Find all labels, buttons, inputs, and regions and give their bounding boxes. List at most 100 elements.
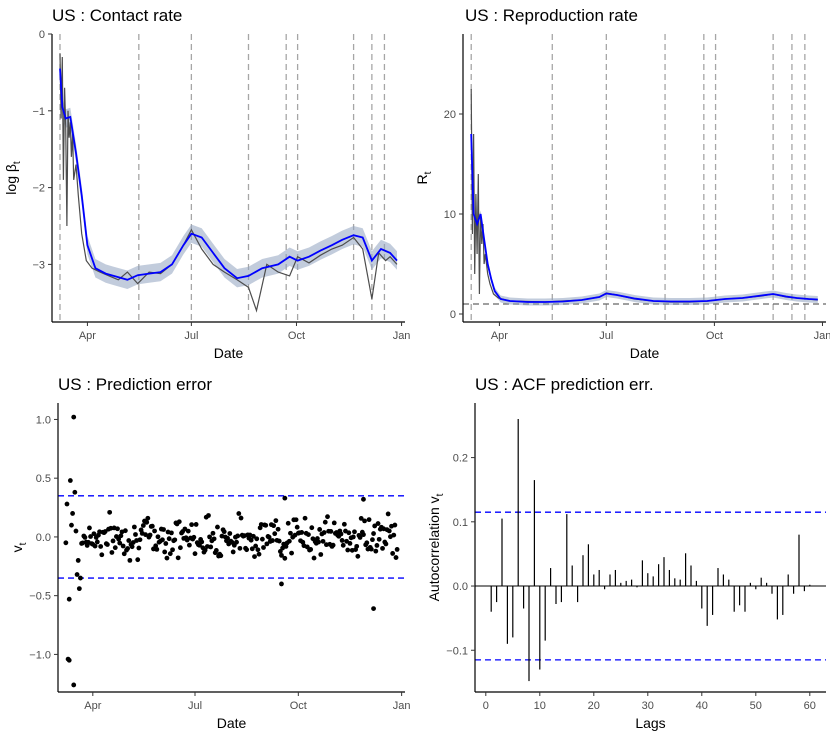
data-point: [164, 555, 170, 561]
data-point: [380, 545, 385, 551]
data-point: [230, 549, 236, 555]
data-point: [238, 515, 244, 521]
data-point: [178, 545, 183, 551]
data-point: [325, 514, 330, 520]
y-tick-label: 0.0: [453, 581, 468, 593]
y-tick-label: 0.2: [453, 453, 468, 465]
data-point: [248, 537, 254, 543]
data-point: [302, 515, 308, 521]
data-point: [143, 532, 148, 538]
data-point: [358, 516, 364, 521]
data-point: [107, 509, 113, 515]
data-point: [264, 541, 270, 547]
data-point: [193, 522, 199, 527]
data-point: [99, 552, 105, 558]
y-tick-label: 0: [450, 309, 456, 321]
y-axis-label-main: log β: [3, 164, 19, 195]
data-point: [385, 511, 391, 517]
data-point: [71, 682, 77, 688]
data-point: [144, 519, 150, 525]
data-point: [117, 540, 123, 546]
data-point: [391, 532, 397, 538]
data-point: [364, 540, 370, 546]
data-point: [375, 521, 381, 526]
data-point: [189, 522, 195, 528]
data-point: [152, 528, 157, 534]
y-axis-label: log βt: [3, 161, 23, 195]
data-point: [393, 555, 399, 560]
data-point: [69, 522, 74, 528]
data-point: [98, 544, 104, 549]
data-point: [78, 575, 83, 581]
y-axis-label: vt: [9, 542, 29, 552]
data-point: [294, 524, 300, 530]
data-point: [160, 537, 165, 543]
data-point: [102, 529, 108, 534]
data-point: [374, 543, 380, 548]
data-point: [272, 531, 278, 537]
data-point: [70, 511, 75, 516]
data-point: [155, 534, 161, 540]
data-point: [154, 546, 160, 552]
data-point: [215, 524, 220, 530]
data-point: [366, 517, 372, 523]
data-point: [293, 517, 299, 523]
data-point: [147, 532, 153, 538]
data-point: [140, 523, 146, 528]
data-point: [253, 543, 259, 549]
data-point: [322, 519, 328, 525]
y-tick-label: −1: [32, 106, 45, 118]
data-point: [112, 545, 118, 551]
data-point: [185, 528, 191, 534]
x-axis-label: Date: [217, 715, 247, 731]
data-point: [73, 528, 79, 534]
data-point: [289, 550, 294, 556]
x-tick-label: Oct: [706, 330, 723, 342]
data-point: [237, 545, 243, 551]
data-point: [213, 548, 219, 553]
y-tick-label: 0: [39, 29, 45, 41]
data-point: [354, 543, 360, 549]
x-tick-label: 0: [483, 700, 489, 712]
data-point: [162, 549, 168, 555]
data-point: [91, 531, 97, 537]
data-point: [271, 523, 277, 529]
data-point: [206, 513, 211, 518]
data-point: [225, 535, 230, 541]
data-point: [167, 551, 173, 557]
data-point: [92, 543, 98, 549]
data-point: [87, 525, 92, 531]
data-point: [390, 551, 396, 556]
x-axis-label: Date: [214, 345, 244, 361]
data-point: [250, 533, 256, 539]
data-point: [259, 536, 265, 542]
data-point: [279, 552, 284, 558]
x-tick-label: Apr: [84, 700, 101, 712]
data-point: [118, 533, 124, 539]
x-tick-label: 50: [750, 700, 762, 712]
x-axis-label: Lags: [635, 715, 665, 731]
x-tick-label: Jan: [393, 330, 411, 342]
data-point: [235, 533, 241, 539]
data-point: [361, 532, 366, 538]
x-tick-label: 30: [642, 700, 654, 712]
data-point: [149, 523, 155, 529]
x-tick-label: Jan: [814, 330, 830, 342]
data-point: [199, 539, 205, 545]
data-point: [170, 547, 175, 553]
data-point: [386, 528, 392, 534]
data-point: [202, 547, 208, 553]
data-point: [282, 495, 288, 501]
data-point: [306, 532, 311, 537]
data-point: [110, 538, 116, 544]
data-point: [126, 538, 132, 543]
data-point: [66, 657, 72, 663]
data-point: [254, 536, 260, 542]
data-point: [76, 586, 82, 592]
data-point: [320, 538, 326, 544]
data-point: [276, 538, 282, 544]
data-point: [339, 538, 345, 543]
x-tick-label: Oct: [288, 330, 305, 342]
data-point: [347, 540, 353, 546]
data-point: [236, 511, 242, 516]
